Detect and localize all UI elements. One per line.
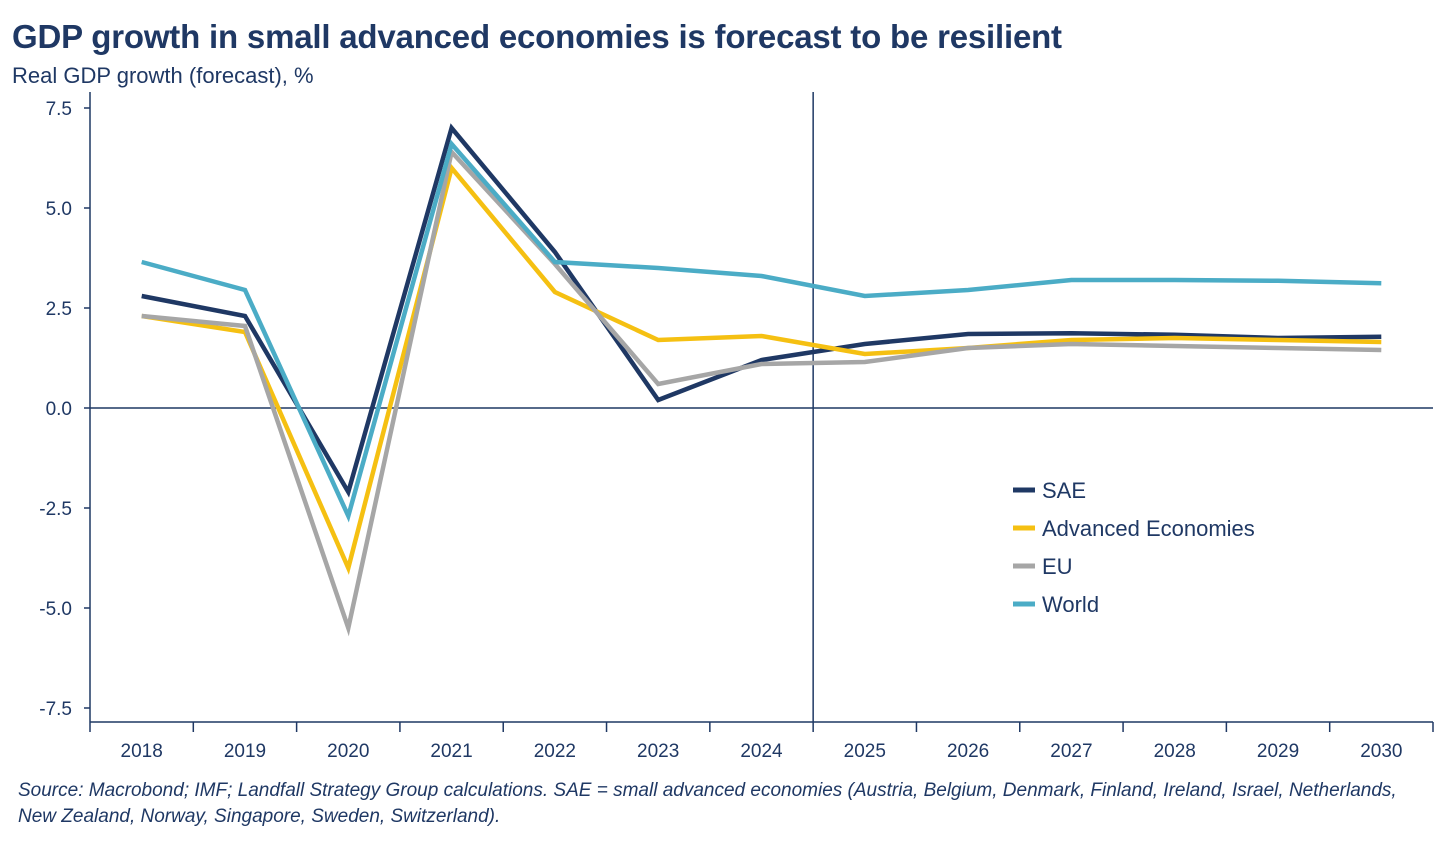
series-line-advanced-economies — [141, 163, 1382, 575]
x-tick-label: 2019 — [224, 741, 266, 762]
x-tick-label: 2030 — [1360, 741, 1402, 762]
legend-label: SAE — [1042, 478, 1086, 503]
chart-title: GDP growth in small advanced economies i… — [12, 18, 1062, 55]
series-lines — [141, 123, 1382, 637]
x-tick-label: 2018 — [121, 741, 163, 762]
y-tick-label: 7.5 — [46, 99, 72, 120]
legend-label: World — [1042, 592, 1099, 617]
x-tick-label: 2021 — [430, 741, 472, 762]
axes: 7.5 5.0 2.5 0.0 -2.5 -5.0 -7.5 2018 2019 2020 2021… — [39, 92, 1434, 762]
series-line-eu — [141, 147, 1382, 637]
x-tick-label: 2022 — [534, 741, 576, 762]
x-tick-label: 2028 — [1154, 741, 1196, 762]
y-tick-label: -5.0 — [39, 599, 72, 620]
y-tick-label: 5.0 — [46, 199, 72, 220]
legend-label: Advanced Economies — [1042, 516, 1255, 541]
x-tick-label: 2027 — [1050, 741, 1092, 762]
x-tick-label: 2023 — [637, 741, 679, 762]
series-line-sae — [141, 123, 1382, 498]
y-tick-label: 0.0 — [46, 399, 72, 420]
legend: SAE Advanced Economies EU World — [1013, 478, 1255, 617]
y-tick-label: -2.5 — [39, 499, 72, 520]
series-line-world — [141, 139, 1382, 523]
x-tick-label: 2020 — [327, 741, 369, 762]
source-note: Source: Macrobond; IMF; Landfall Strateg… — [18, 780, 1397, 827]
x-tick-label: 2029 — [1257, 741, 1299, 762]
x-tick-label: 2025 — [844, 741, 886, 762]
y-tick-label: -7.5 — [39, 699, 72, 720]
chart-subtitle: Real GDP growth (forecast), % — [12, 63, 314, 88]
x-tick-label: 2024 — [740, 741, 783, 762]
legend-label: EU — [1042, 554, 1073, 579]
y-tick-label: 2.5 — [46, 299, 72, 320]
x-tick-label: 2026 — [947, 741, 989, 762]
